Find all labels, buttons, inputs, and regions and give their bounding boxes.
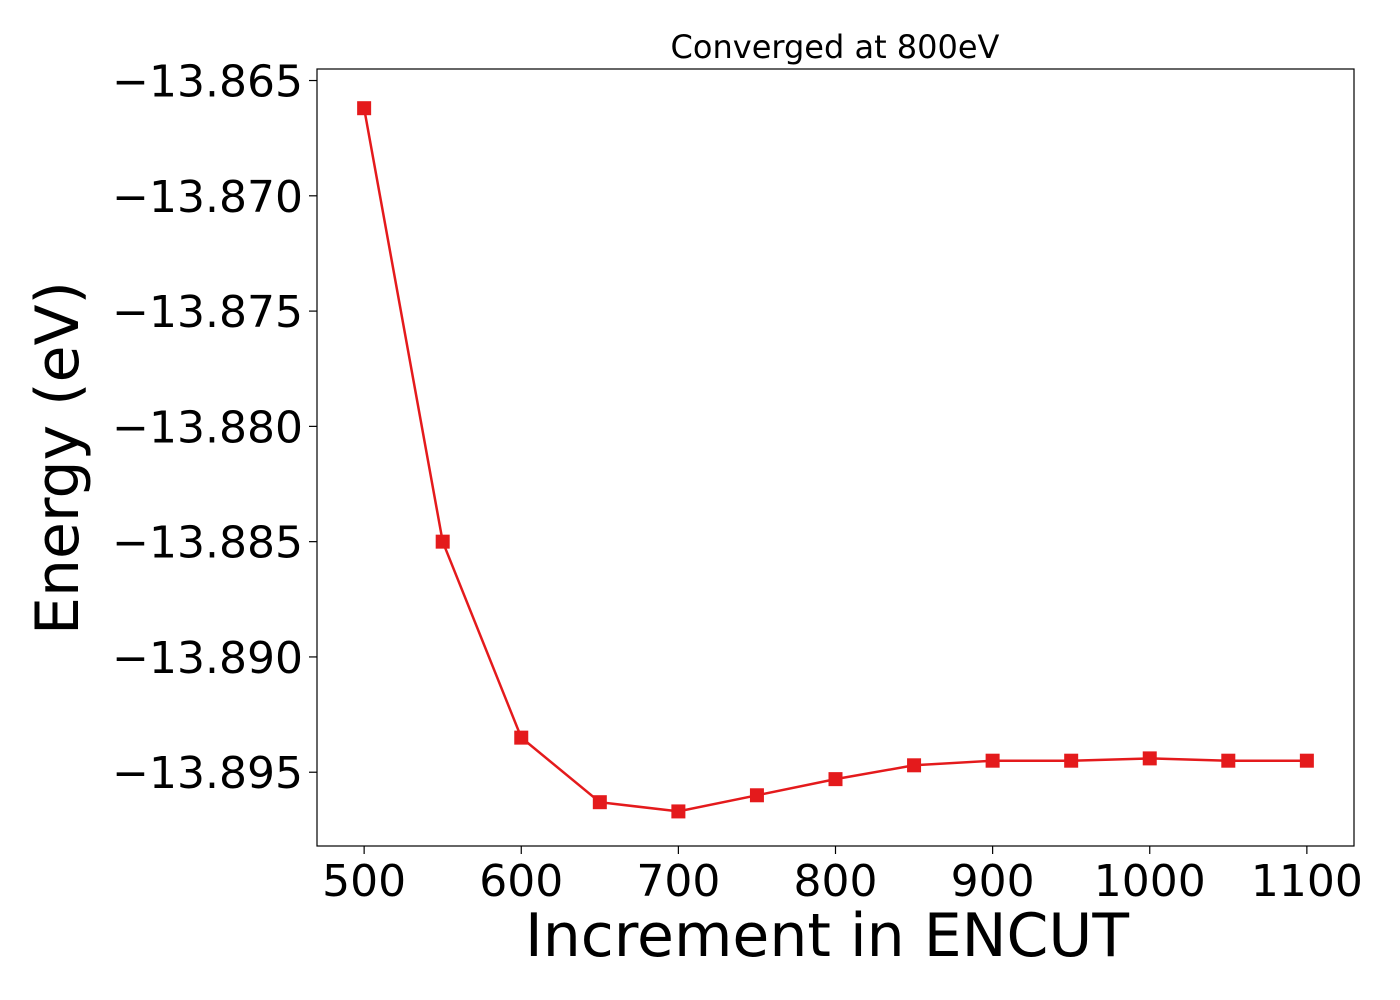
data-point [985,753,1000,768]
x-tick-label: 500 [322,856,406,907]
data-point [1064,753,1079,768]
data-point [1142,751,1157,766]
series-line [362,107,1307,813]
y-axis: −13.865 −13.870 −13.875 −13.880 −13.885 −13.8… [112,57,317,799]
data-point [592,795,607,810]
x-tick-label: 900 [951,856,1035,907]
x-axis-label: Increment in ENCUT [525,901,1129,971]
x-tick-label: 1100 [1251,856,1363,907]
y-tick-label: −13.895 [112,748,303,799]
data-point [1299,753,1314,768]
data-point [907,758,922,773]
y-tick-label: −13.870 [112,172,303,223]
y-tick-label: −13.880 [112,402,303,453]
data-point [1221,753,1236,768]
y-tick-label: −13.890 [112,633,303,684]
data-point [357,101,372,116]
plot-frame [316,68,1355,847]
x-tick-label: 1000 [1094,856,1206,907]
y-tick-label: −13.865 [112,57,303,108]
x-axis: 500 600 700 800 900 1000 1100 [322,846,1363,907]
x-tick-label: 700 [636,856,720,907]
data-point [514,730,529,745]
x-tick-label: 800 [794,856,878,907]
y-tick-label: −13.885 [112,518,303,569]
data-point [435,534,450,549]
series-layer [357,101,1314,819]
data-point [828,772,843,787]
y-axis-label: Energy (eV) [23,281,93,635]
chart-title: Converged at 800eV [671,28,1000,66]
y-tick-label: −13.875 [112,287,303,338]
data-point [749,788,764,803]
x-tick-label: 600 [479,856,563,907]
data-point [671,804,686,819]
